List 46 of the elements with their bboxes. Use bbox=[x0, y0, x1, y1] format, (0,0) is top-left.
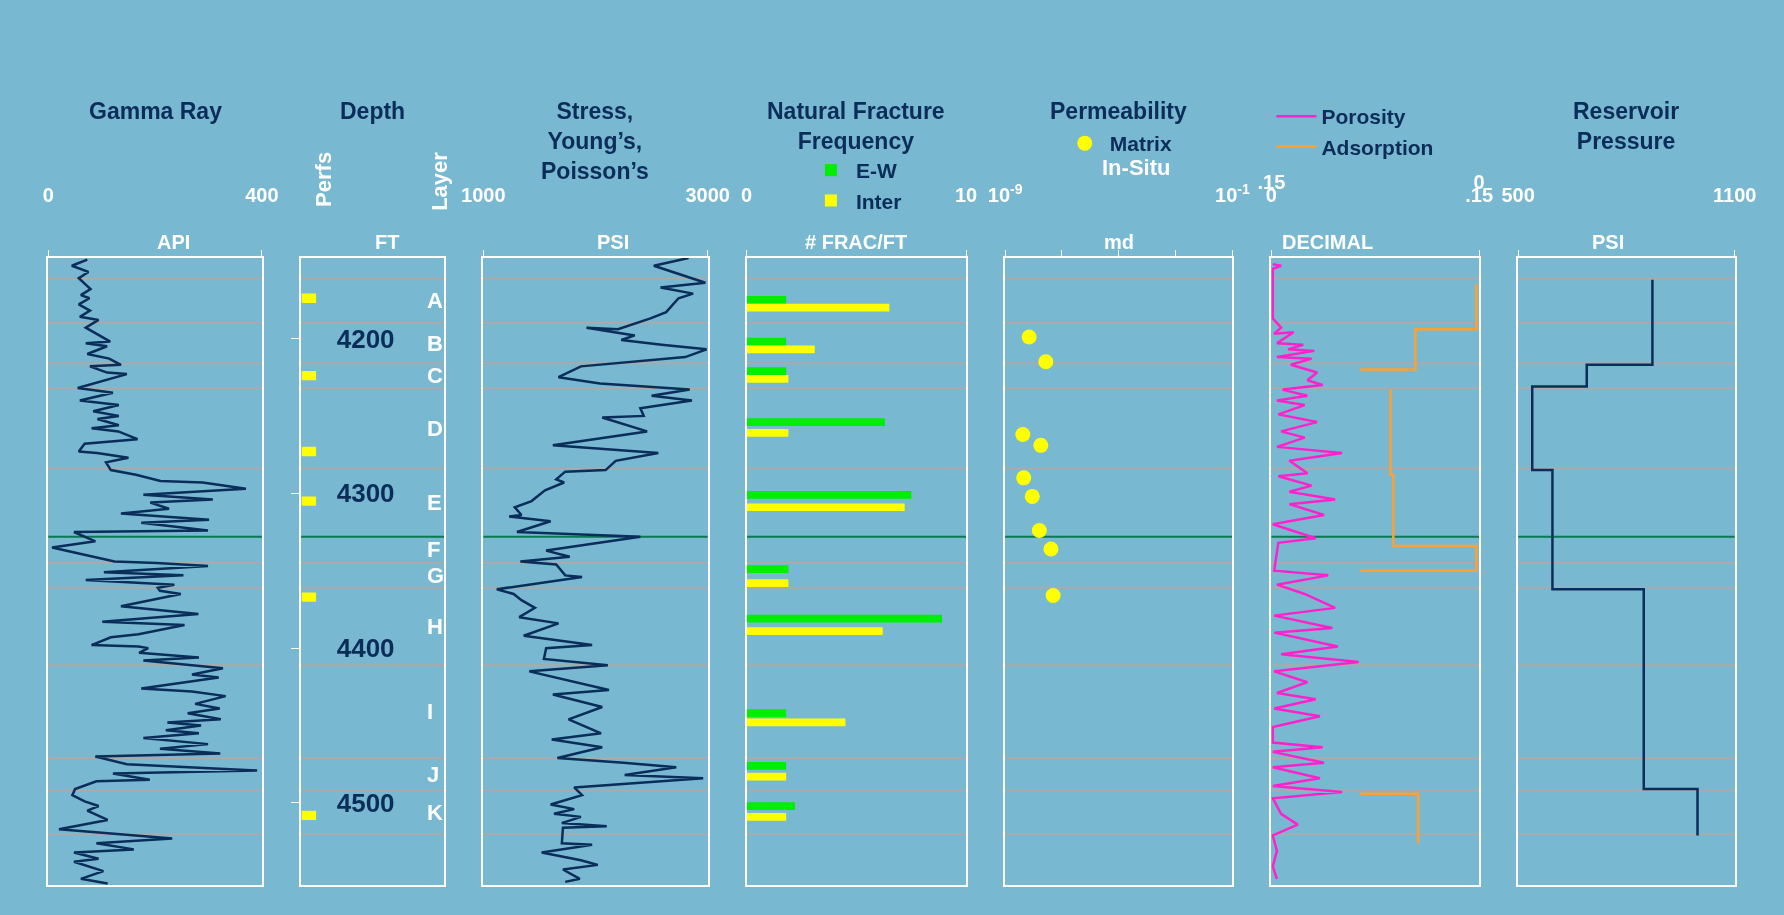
x-axis-title: PSI bbox=[1592, 231, 1625, 253]
x-tick-label: 10$^{-9}$ bbox=[987, 180, 1023, 206]
annotation: G bbox=[427, 563, 445, 588]
legend-label: Adsorption bbox=[1321, 135, 1434, 159]
annotation: D bbox=[427, 416, 443, 441]
legend-label: Inter bbox=[855, 189, 902, 213]
x-axis-title: DECIMAL bbox=[1282, 231, 1374, 253]
y-tick-label: 4500 bbox=[336, 788, 395, 819]
x-tick-label: 10 bbox=[955, 184, 978, 206]
chart-title: Natural Fracture Frequency bbox=[767, 98, 945, 154]
x-tick-label: 3000 bbox=[685, 184, 730, 206]
chart-subtitle: In-Situ bbox=[1102, 155, 1171, 180]
chart-title: Stress, Young’s, Poisson’s bbox=[541, 98, 649, 184]
x-tick-label: 0 bbox=[741, 184, 753, 206]
annotation: F bbox=[427, 537, 441, 562]
annotation: E bbox=[427, 490, 442, 515]
annotation: I bbox=[427, 699, 434, 724]
legend-label: Porosity bbox=[1321, 105, 1406, 129]
y-tick-label: 4200 bbox=[336, 323, 395, 354]
y-axis-title: Layer bbox=[426, 151, 452, 211]
x-axis-title: API bbox=[157, 231, 191, 253]
x-tick-label: 400 bbox=[245, 184, 279, 206]
x-tick-label: 0 bbox=[42, 184, 54, 206]
x-tick-label: 500 bbox=[1501, 184, 1535, 206]
annotation: C bbox=[427, 363, 443, 388]
annotation: J bbox=[427, 762, 440, 787]
y-tick-label: 4400 bbox=[336, 633, 395, 664]
annotation: H bbox=[427, 614, 443, 639]
x-tick-label: 10$^{-1}$ bbox=[1215, 180, 1250, 206]
chart-title: Permeability bbox=[1050, 98, 1187, 124]
annotation: K bbox=[427, 800, 443, 825]
x-tick-label: Perfs bbox=[310, 151, 336, 207]
annotation: B bbox=[427, 331, 443, 356]
x-axis-title: PSI bbox=[597, 231, 630, 253]
annotation: A bbox=[427, 288, 443, 313]
x-axis-title: # FRAC/FT bbox=[805, 231, 908, 253]
x-axis-title: md bbox=[1104, 231, 1134, 253]
chart-title: Reservoir Pressure bbox=[1573, 98, 1680, 154]
legend-label: E-W bbox=[855, 159, 897, 183]
chart-title: Gamma Ray bbox=[89, 98, 223, 124]
x-tick-label: 1100 bbox=[1712, 184, 1757, 206]
chart-title: Depth bbox=[340, 98, 406, 124]
x-tick-label: 1000 bbox=[461, 184, 506, 206]
legend-label: Matrix bbox=[1109, 132, 1172, 156]
x-axis-title: FT bbox=[375, 231, 400, 253]
y-tick-label: 4300 bbox=[336, 478, 395, 509]
